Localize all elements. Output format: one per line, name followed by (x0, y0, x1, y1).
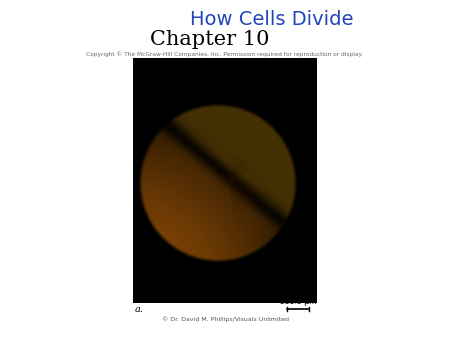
Bar (133, 58, 317, 303)
Text: 333.3 μm: 333.3 μm (280, 297, 316, 306)
Text: Copyright © The McGraw-Hill Companies, Inc. Permission required for reproduction: Copyright © The McGraw-Hill Companies, I… (86, 51, 364, 57)
Text: How Cells Divide: How Cells Divide (190, 10, 354, 29)
Text: © Dr. David M. Phillips/Visuals Unlimited: © Dr. David M. Phillips/Visuals Unlimite… (162, 316, 288, 322)
Text: a.: a. (135, 305, 144, 314)
Text: Chapter 10: Chapter 10 (150, 30, 270, 49)
